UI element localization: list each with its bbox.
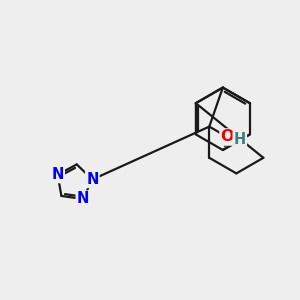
Text: N: N	[52, 167, 64, 182]
Text: N: N	[86, 172, 98, 187]
Text: N: N	[77, 191, 89, 206]
Text: O: O	[220, 130, 234, 145]
Text: H: H	[234, 133, 246, 148]
